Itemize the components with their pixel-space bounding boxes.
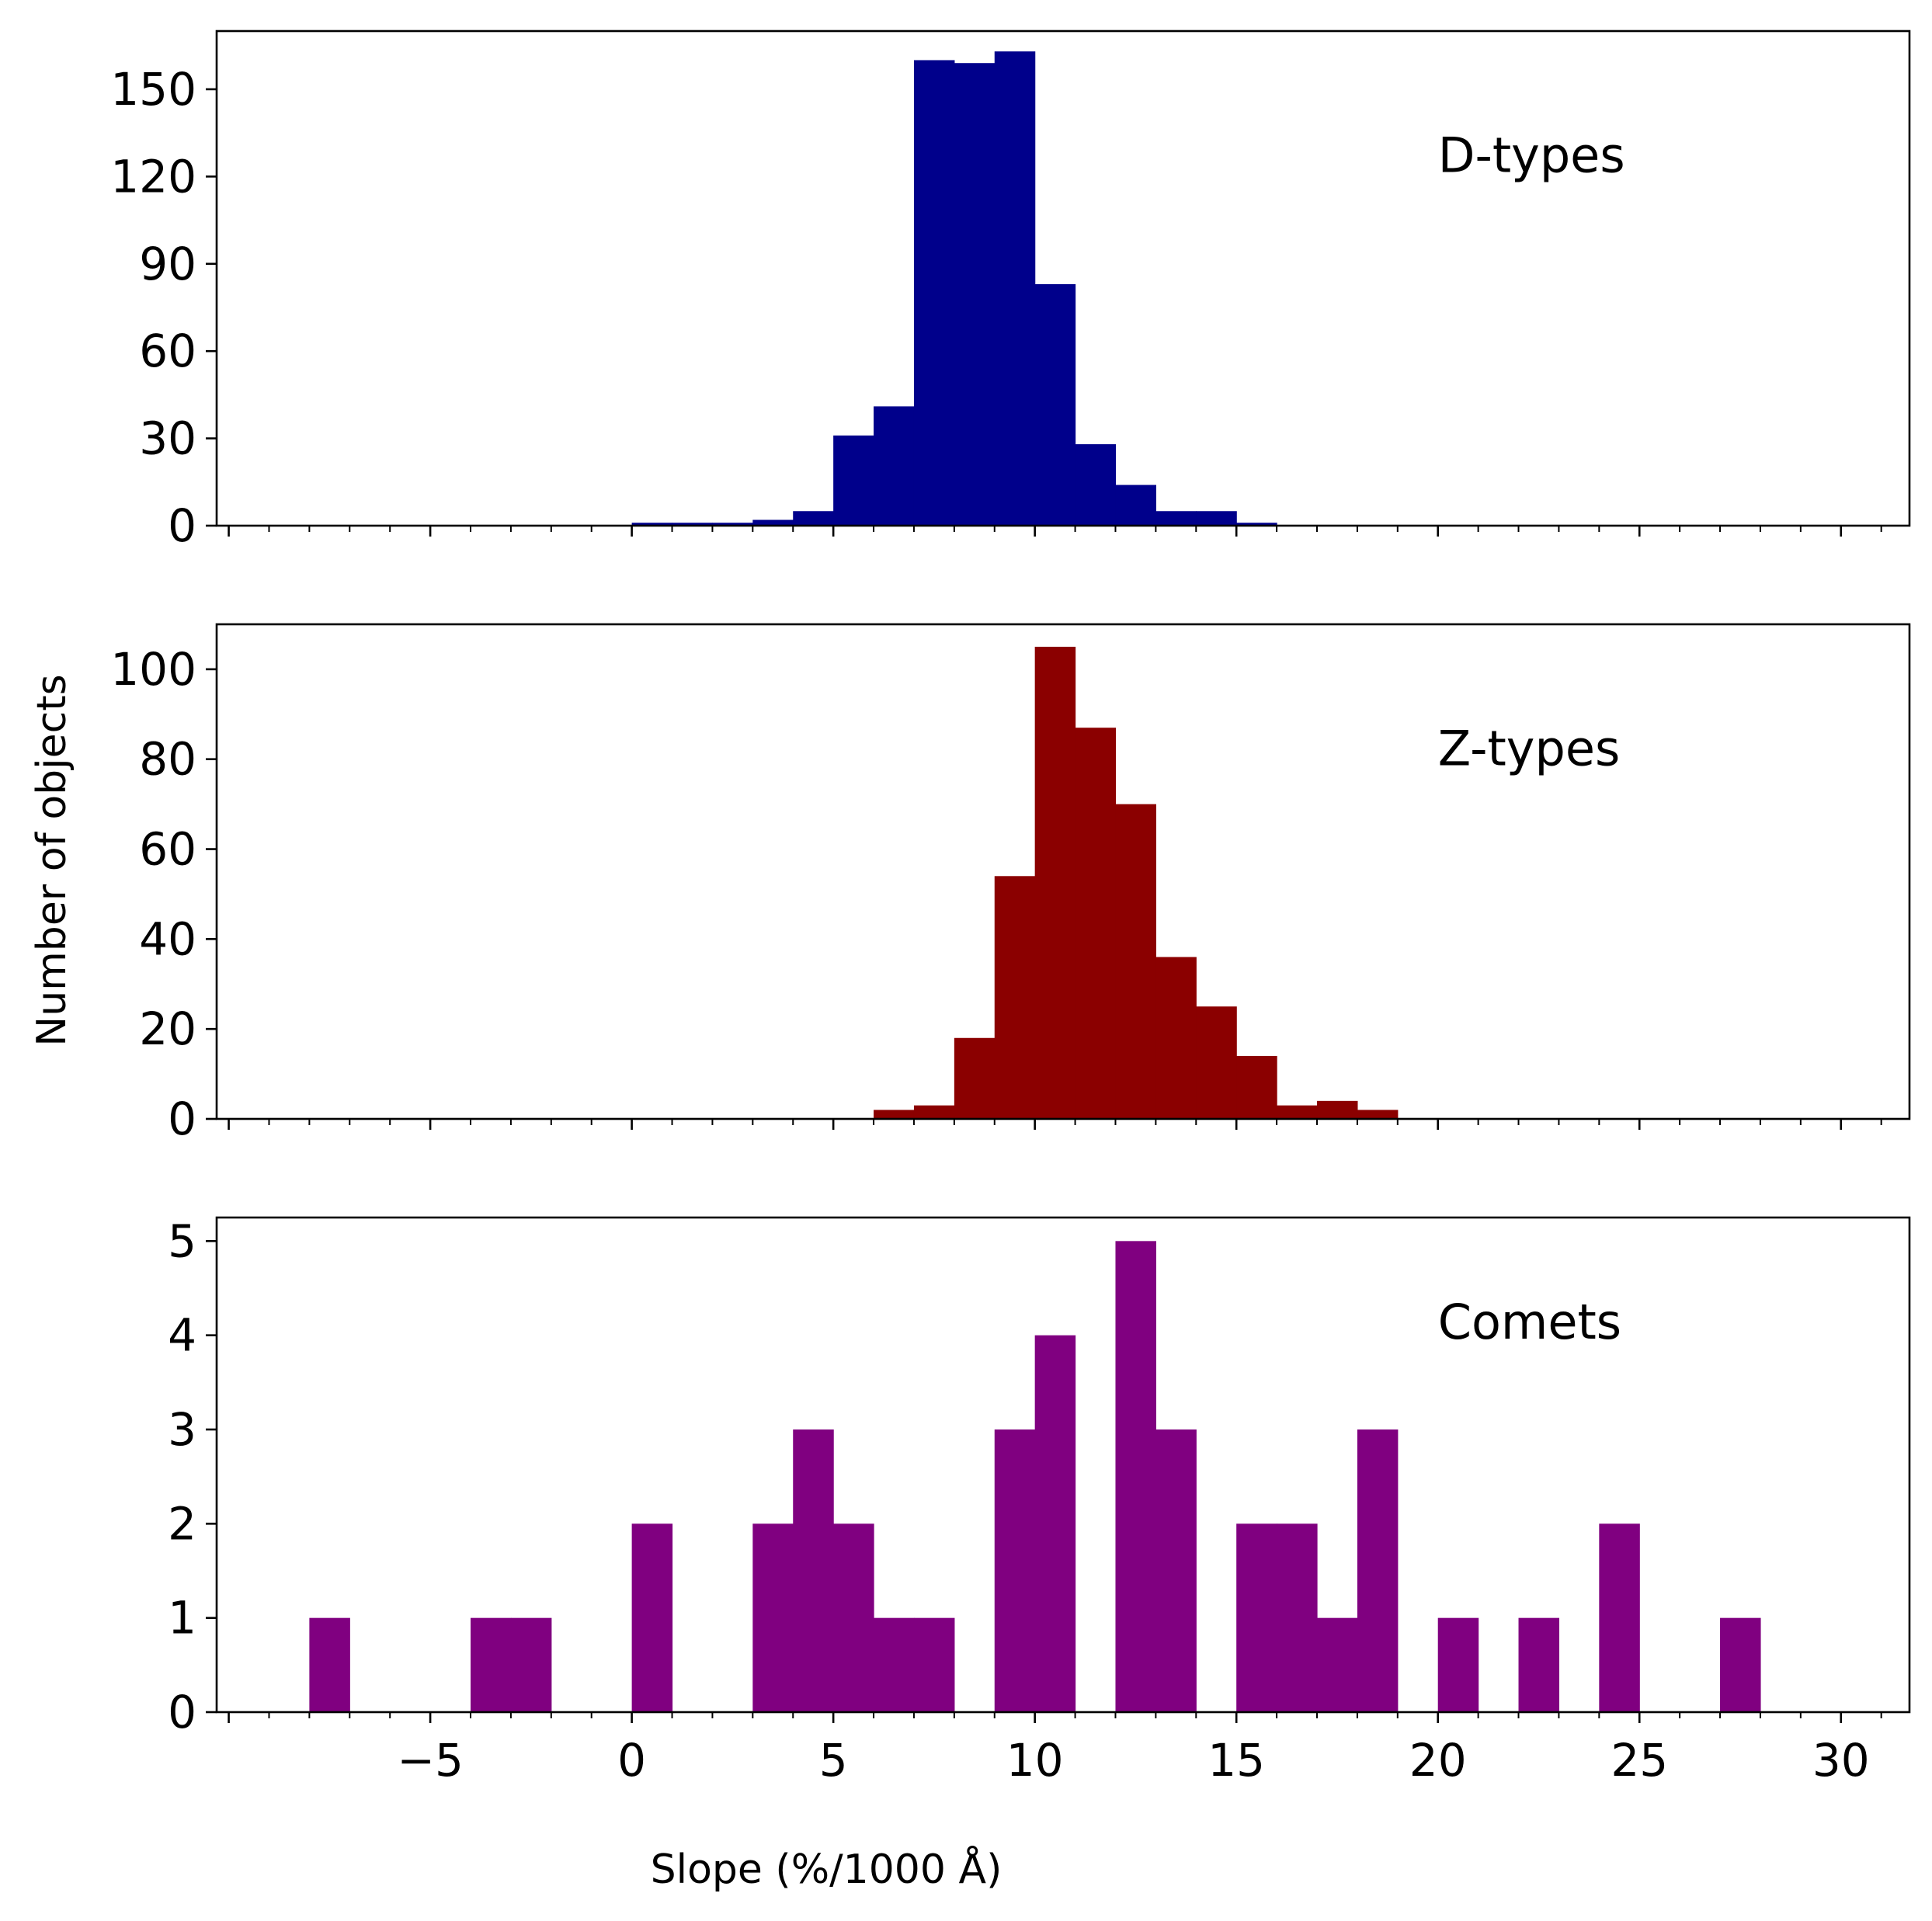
histogram-bar [994, 51, 1036, 526]
histogram-bar [1437, 1617, 1479, 1712]
x-tick-label: −5 [397, 1734, 464, 1787]
subplot-comets: 0 1 2 3 4 5 −5 0 5 10 15 20 25 30 Comets [168, 1214, 1911, 1787]
histogram-bar [874, 1617, 915, 1712]
histogram-bar [1277, 1105, 1318, 1119]
y-tick-label: 150 [110, 63, 196, 116]
histogram-bar [1034, 646, 1076, 1119]
plot-frame [215, 623, 1911, 1120]
y-tick-label: 30 [139, 412, 196, 465]
x-tick-label: 15 [1208, 1734, 1265, 1787]
histogram-bar [1236, 1055, 1277, 1119]
histogram-bar [1196, 511, 1237, 526]
histogram-bar [1599, 1523, 1640, 1712]
y-tick-label: 60 [139, 325, 196, 377]
subplot-d-types: 0 30 60 90 120 150 D-types [110, 30, 1911, 552]
histogram-bar [1357, 1110, 1399, 1119]
histogram-bar [913, 1617, 955, 1712]
histogram-bar [631, 1523, 673, 1712]
subplot-z-types: 0 20 40 60 80 100 Z-types [110, 623, 1911, 1145]
x-tick-label: 5 [819, 1734, 848, 1787]
plot-frame [215, 1216, 1911, 1714]
x-tick-label: 20 [1409, 1734, 1467, 1787]
y-tick-label: 60 [139, 823, 196, 876]
histogram-bar [631, 523, 673, 526]
histogram-bar [1720, 1617, 1761, 1712]
histogram-bar [1357, 1429, 1399, 1712]
histogram-bar [1236, 1523, 1277, 1712]
histogram-bar [1115, 485, 1156, 526]
y-tick-label: 3 [168, 1403, 196, 1456]
histogram-bar [793, 511, 834, 526]
histogram-bar [913, 60, 955, 526]
histogram-bar [471, 1617, 512, 1712]
y-tick-label: 80 [139, 733, 196, 786]
histogram-bar [954, 1037, 996, 1119]
histogram-bar [1196, 1006, 1237, 1119]
histogram-bar [309, 1617, 350, 1712]
histogram-bar [1518, 1617, 1560, 1712]
histogram-bar [833, 1523, 874, 1712]
x-tick-label: 25 [1611, 1734, 1668, 1787]
histogram-bar [1155, 957, 1197, 1119]
x-tick-label: 30 [1812, 1734, 1870, 1787]
histogram-bar [1115, 1241, 1156, 1712]
histogram-bar [1075, 444, 1117, 526]
y-tick-label: 20 [139, 1002, 196, 1055]
x-axis-label: Slope (%/1000 Å) [651, 1845, 1002, 1893]
histogram-bar [874, 406, 915, 526]
y-tick-label: 0 [168, 1686, 196, 1739]
histogram-bar [1034, 283, 1076, 526]
y-tick-label: 0 [168, 1093, 196, 1145]
y-tick-label: 2 [168, 1497, 196, 1550]
y-tick-label: 1 [168, 1592, 196, 1645]
histogram-bar [994, 876, 1036, 1119]
histogram-bar [510, 1617, 552, 1712]
histogram-bar [954, 63, 996, 526]
histogram-bar [712, 523, 753, 526]
y-tick-label: 90 [139, 238, 196, 290]
histogram-bar [913, 1105, 955, 1119]
y-tick-label: 120 [110, 150, 196, 203]
histogram-bar [833, 435, 874, 526]
x-tick-label: 0 [617, 1734, 646, 1787]
histogram-bar [994, 1429, 1036, 1712]
y-tick-label: 5 [168, 1214, 196, 1267]
histogram-bar [752, 519, 794, 526]
histogram-bar [1115, 804, 1156, 1119]
y-tick-label: 40 [139, 912, 196, 965]
histogram-bar [1075, 728, 1117, 1119]
y-axis-label: Number of objects [29, 674, 75, 1046]
histogram-bar [1034, 1335, 1076, 1712]
histogram-bar [793, 1429, 834, 1712]
histogram-bar [1317, 1100, 1358, 1119]
y-tick-label: 100 [110, 643, 196, 696]
panel-label: Comets [1438, 1294, 1621, 1350]
histogram-bar [874, 1110, 915, 1119]
x-tick-label: 10 [1006, 1734, 1064, 1787]
histogram-bar [1155, 511, 1197, 526]
panel-label: Z-types [1438, 721, 1621, 777]
plot-frame [215, 30, 1911, 527]
y-tick-label: 4 [168, 1309, 196, 1362]
histogram-bar [1155, 1429, 1197, 1712]
histogram-bar [1236, 523, 1277, 526]
histogram-bar [672, 523, 714, 526]
histogram-bar [752, 1523, 794, 1712]
histogram-bar [1317, 1617, 1358, 1712]
histogram-bar [1277, 1523, 1318, 1712]
y-tick-label: 0 [168, 499, 196, 552]
panel-label: D-types [1438, 127, 1625, 184]
